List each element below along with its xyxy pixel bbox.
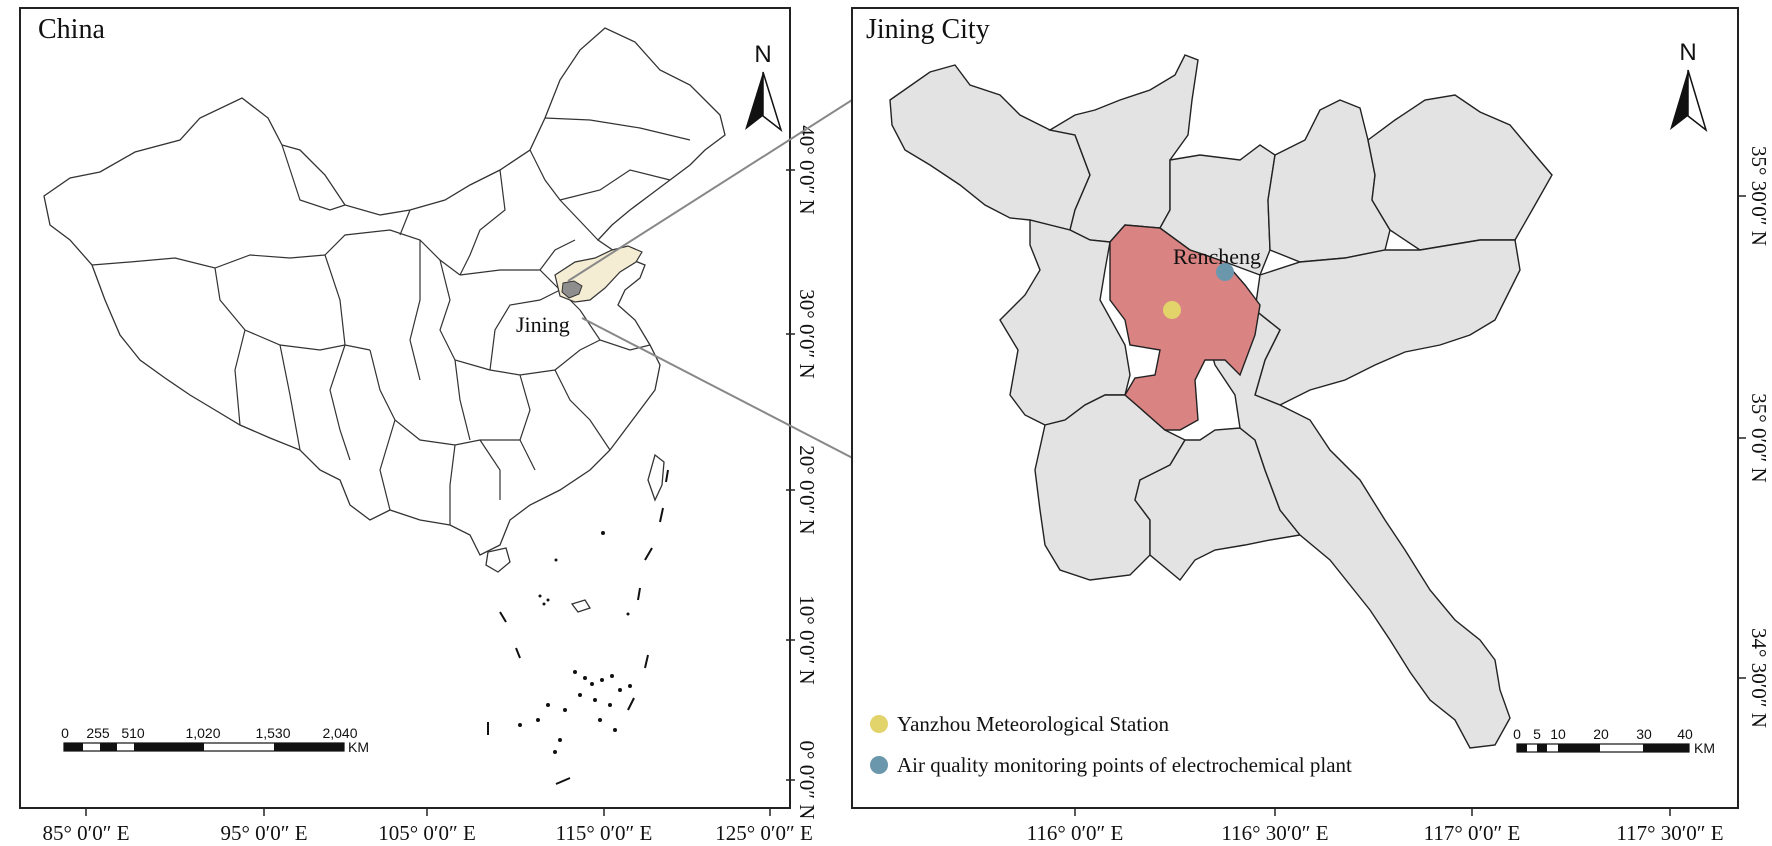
china-x-tick-125: 125° 0′0″ E xyxy=(715,821,813,845)
hainan-island xyxy=(485,547,511,573)
jining-y-tick-35-30: 35° 30′0″ N xyxy=(1747,146,1771,246)
svg-text:20: 20 xyxy=(1593,726,1609,742)
svg-text:1,530: 1,530 xyxy=(255,725,290,741)
rencheng-label: Rencheng xyxy=(1173,244,1261,269)
svg-text:KM: KM xyxy=(1694,740,1715,756)
jining-panel: Jining City Rencheng 116° 0′0″ E 116° 30… xyxy=(851,7,1771,845)
china-x-tick-85: 85° 0′0″ E xyxy=(42,821,129,845)
svg-text:2,040: 2,040 xyxy=(322,725,357,741)
svg-text:30: 30 xyxy=(1636,726,1652,742)
jining-x-tick-117: 117° 0′0″ E xyxy=(1424,821,1521,845)
taiwan-island xyxy=(647,453,665,502)
china-y-tick-10: 10° 0′0″ N xyxy=(795,595,819,684)
china-y-tick-marks xyxy=(786,169,795,781)
island-small xyxy=(570,599,591,613)
jining-title: Jining City xyxy=(866,14,990,45)
south-china-sea-islands xyxy=(518,531,632,754)
yanzhou-meteorological-station-marker xyxy=(1163,301,1181,319)
jining-north-arrow-icon: N xyxy=(1670,39,1708,133)
china-x-tick-marks xyxy=(85,808,771,816)
jining-x-tick-117-30: 117° 30′0″ E xyxy=(1616,821,1723,845)
china-y-tick-0: 0° 0′0″ N xyxy=(795,741,819,820)
jining-x-tick-116-30: 116° 30′0″ E xyxy=(1221,821,1328,845)
air-quality-monitoring-point-marker xyxy=(1216,263,1234,281)
map-legend: Yanzhou Meteorological Station Air quali… xyxy=(870,712,1352,777)
china-scale-bar: 0 255 510 1,020 1,530 2,040 KM xyxy=(61,725,369,755)
district-south-central xyxy=(1134,427,1302,582)
svg-text:N: N xyxy=(1679,39,1696,66)
jining-y-tick-marks xyxy=(1738,195,1746,679)
svg-text:KM: KM xyxy=(348,739,369,755)
china-x-tick-95: 95° 0′0″ E xyxy=(220,821,307,845)
china-title: China xyxy=(38,14,105,45)
nine-dash-line xyxy=(487,469,669,785)
svg-text:5: 5 xyxy=(1533,726,1541,742)
china-x-tick-105: 105° 0′0″ E xyxy=(378,821,476,845)
svg-text:N: N xyxy=(754,41,771,68)
china-x-tick-115: 115° 0′0″ E xyxy=(556,821,653,845)
svg-text:10: 10 xyxy=(1550,726,1566,742)
jining-y-tick-35: 35° 0′0″ N xyxy=(1747,393,1771,482)
jining-x-tick-116: 116° 0′0″ E xyxy=(1027,821,1124,845)
svg-text:255: 255 xyxy=(86,725,110,741)
svg-text:0: 0 xyxy=(1513,726,1521,742)
jining-city-highlight xyxy=(561,280,583,299)
jining-label: Jining xyxy=(516,312,570,337)
svg-text:1,020: 1,020 xyxy=(185,725,220,741)
jining-y-tick-34-30: 34° 30′0″ N xyxy=(1747,628,1771,728)
jining-x-tick-marks xyxy=(1074,808,1671,816)
district-northeast-b xyxy=(1367,94,1553,251)
legend-marker-yanzhou xyxy=(870,715,888,733)
legend-label-air-quality: Air quality monitoring points of electro… xyxy=(897,753,1352,777)
china-y-tick-20: 20° 0′0″ N xyxy=(795,445,819,534)
china-north-arrow-icon: N xyxy=(745,41,783,133)
svg-text:0: 0 xyxy=(61,725,69,741)
legend-label-yanzhou: Yanzhou Meteorological Station xyxy=(897,712,1169,736)
legend-marker-air-quality xyxy=(870,756,888,774)
svg-text:40: 40 xyxy=(1677,726,1693,742)
china-outline xyxy=(43,27,726,556)
china-y-tick-30: 30° 0′0″ N xyxy=(795,289,819,378)
jining-scale-bar: 0 5 10 20 30 40 KM xyxy=(1513,726,1715,756)
china-panel: China xyxy=(19,7,819,845)
svg-text:510: 510 xyxy=(121,725,145,741)
china-y-tick-40: 40° 0′0″ N xyxy=(795,125,819,214)
district-southeast xyxy=(1204,260,1511,749)
